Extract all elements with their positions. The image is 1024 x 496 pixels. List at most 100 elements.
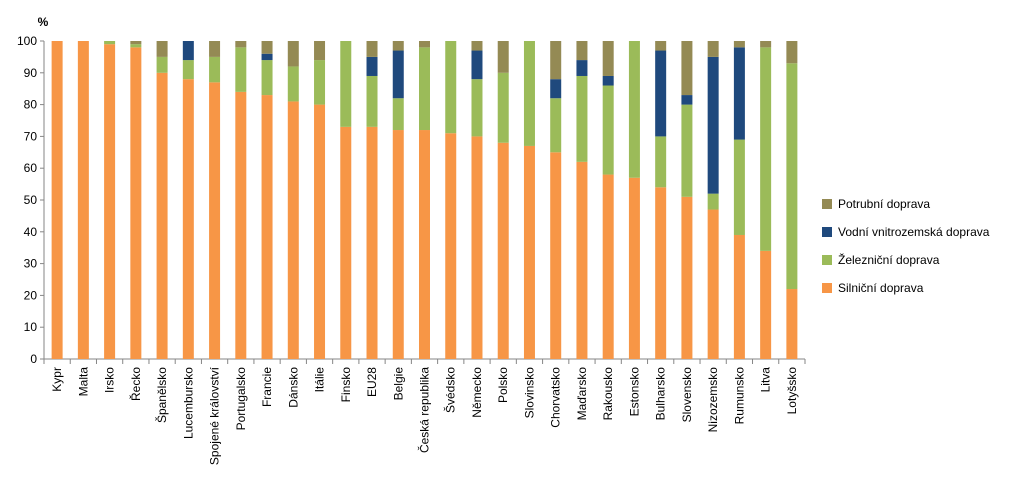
bar-segment [366, 126, 378, 359]
bar-segment [314, 41, 326, 61]
legend: Potrubní doprava Vodní vnitrozemská dopra… [822, 197, 990, 295]
x-tick-label: Rakousko [601, 367, 615, 421]
bar-segment [445, 133, 457, 359]
legend-label: Vodní vnitrozemská doprava [838, 225, 990, 239]
x-tick-label: Řecko [128, 367, 143, 401]
bar-segment [786, 41, 798, 64]
bar-segment [392, 98, 404, 131]
bar-segment [235, 47, 247, 92]
bar-segment [733, 234, 745, 359]
bar-segment [628, 177, 640, 359]
bars [51, 41, 798, 360]
bar-segment [419, 130, 430, 359]
bar-segment [471, 41, 483, 51]
bar-segment [471, 136, 483, 359]
bar-segment [628, 41, 640, 178]
bar-segment [261, 95, 273, 359]
bar-segment [209, 41, 221, 57]
bar-segment [314, 104, 326, 359]
y-tick-label: 50 [24, 193, 38, 207]
bar-segment [104, 41, 116, 45]
bar-segment [471, 50, 483, 80]
bar-segment [655, 136, 667, 188]
y-tick-label: 60 [24, 161, 38, 175]
bar-segment [419, 47, 430, 131]
y-tick-label: 80 [24, 98, 38, 112]
bar-segment [235, 41, 247, 48]
y-tick-label: 10 [24, 320, 38, 334]
bar-segment [602, 85, 614, 175]
bar-segment [786, 63, 798, 290]
bar-segment [550, 152, 562, 359]
bar-segment [681, 41, 693, 96]
legend-label: Železniční doprava [838, 252, 940, 267]
bar-segment [182, 79, 194, 359]
x-tick-label: Lucembursko [181, 367, 195, 439]
bar-segment [104, 44, 116, 360]
y-tick-label: 100 [17, 34, 37, 48]
bar-segment [156, 41, 168, 57]
x-tick-label: EU28 [365, 367, 379, 397]
legend-swatch [822, 283, 832, 293]
legend-label: Silniční doprava [838, 281, 924, 295]
bar-segment [497, 142, 509, 359]
bar-segment [366, 41, 378, 57]
x-tick-label: Bulharsko [654, 367, 668, 421]
bar-segment [497, 41, 509, 73]
bar-segment [497, 72, 509, 143]
x-tick-label: Belgie [391, 367, 405, 401]
bar-segment [156, 56, 168, 73]
bar-segment [130, 44, 142, 48]
bar-segment [340, 126, 352, 359]
bar-segment [287, 41, 299, 67]
bar-segment [287, 66, 299, 102]
x-tick-label: Estonsko [627, 367, 641, 417]
bar-segment [419, 41, 430, 48]
bar-segment [733, 139, 745, 235]
bar-segment [733, 47, 745, 140]
bar-segment [287, 101, 299, 360]
y-tick-label: 30 [24, 257, 38, 271]
bar-segment [602, 174, 614, 359]
bar-segment [655, 50, 667, 137]
y-tick-label: 20 [24, 288, 38, 302]
bar-segment [182, 60, 194, 80]
bar-segment [707, 56, 719, 194]
bar-segment [523, 145, 535, 359]
x-tick-label: Finsko [339, 367, 353, 403]
x-tick-label: Francie [260, 367, 274, 407]
bar-segment [392, 130, 404, 359]
x-tick-label: Malta [76, 367, 90, 397]
bar-segment [182, 41, 194, 61]
bar-segment [576, 41, 588, 61]
bar-segment [707, 41, 719, 57]
bar-segment [261, 41, 273, 54]
y-tick-label: 90 [24, 66, 38, 80]
x-tick-label: Kypr [50, 367, 64, 392]
bar-segment [681, 95, 693, 105]
bar-segment [523, 41, 535, 146]
legend-label: Potrubní doprava [838, 197, 930, 211]
x-tick-label: Spojené království [208, 366, 222, 465]
bar-segment [314, 60, 326, 105]
bar-segment [550, 79, 562, 99]
x-tick-label: Maďarsko [575, 367, 589, 421]
bar-segment [760, 250, 772, 359]
x-tick-labels: Kypr Malta Irsko Řecko Španělsko Lucembursko S… [50, 366, 799, 465]
x-tick-label: Irsko [103, 367, 117, 393]
x-tick-label: Německo [470, 367, 484, 418]
bar-segment [445, 41, 457, 134]
bar-segment [655, 187, 667, 359]
legend-swatch [822, 255, 832, 265]
bar-segment [576, 60, 588, 76]
x-tick-label: Lotyšsko [785, 367, 799, 415]
bar-segment [576, 161, 588, 359]
y-tick-label: 40 [24, 225, 38, 239]
bar-segment [156, 72, 168, 360]
x-tick-label: Portugalsko [234, 367, 248, 431]
x-tick-label: Česká republika [417, 367, 432, 453]
x-tick-label: Polsko [496, 367, 510, 403]
legend-swatch [822, 227, 832, 237]
